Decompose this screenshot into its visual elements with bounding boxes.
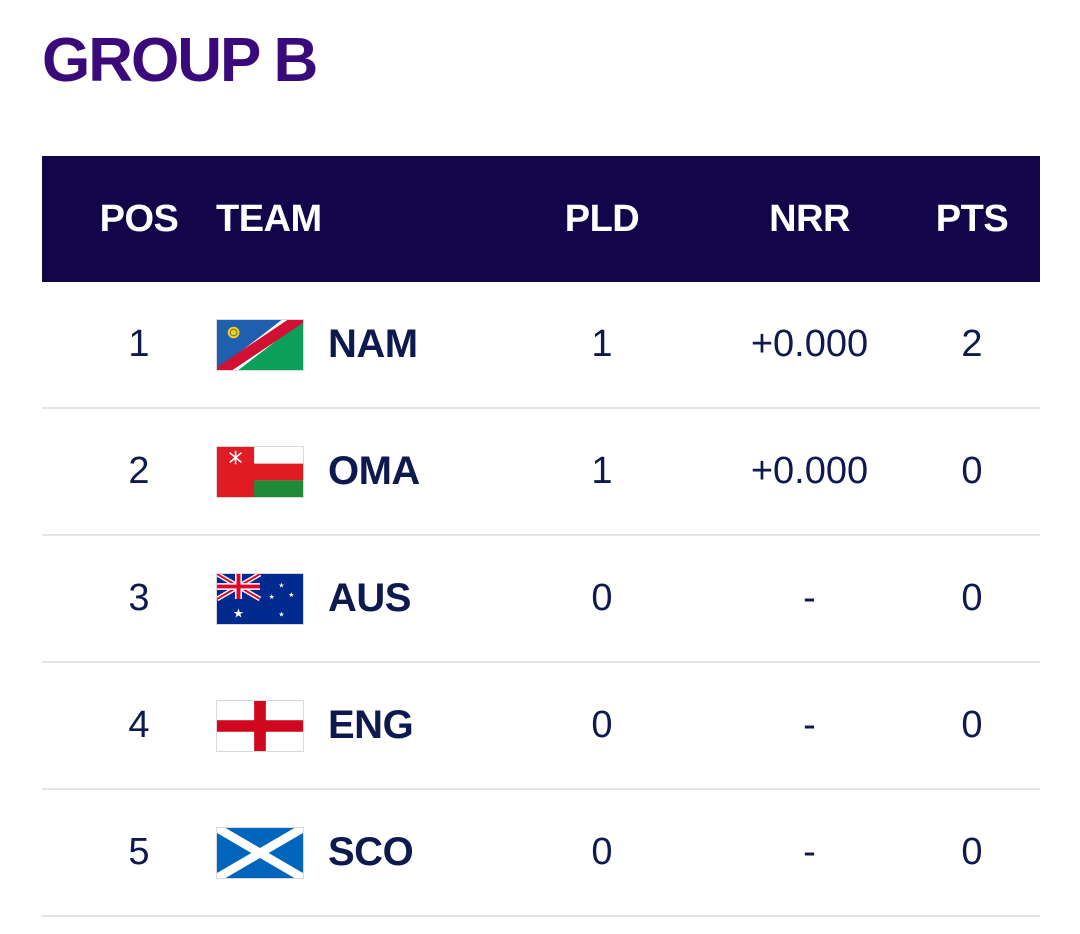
table-row[interactable]: 5 SCO 0 - 0 bbox=[42, 790, 1040, 917]
row-team[interactable]: SCO bbox=[328, 830, 414, 874]
row-nrr: - bbox=[803, 831, 816, 873]
row-nrr: - bbox=[803, 577, 816, 619]
row-pts: 2 bbox=[961, 323, 983, 365]
row-pts: 0 bbox=[961, 577, 983, 619]
header-nrr: NRR bbox=[769, 198, 850, 240]
header-pos: POS bbox=[99, 198, 179, 240]
svg-text:★: ★ bbox=[233, 605, 244, 620]
oman-flag-icon bbox=[216, 446, 304, 498]
row-pld: 1 bbox=[591, 323, 613, 365]
row-pld: 0 bbox=[591, 831, 613, 873]
svg-text:★: ★ bbox=[278, 610, 284, 618]
row-pos: 1 bbox=[128, 323, 150, 365]
header-team: TEAM bbox=[216, 198, 322, 240]
row-pts: 0 bbox=[961, 831, 983, 873]
svg-text:★: ★ bbox=[288, 591, 294, 599]
row-pos: 3 bbox=[128, 577, 150, 619]
row-team[interactable]: NAM bbox=[328, 322, 418, 366]
row-pos: 2 bbox=[128, 450, 150, 492]
row-pts: 0 bbox=[961, 450, 983, 492]
england-flag-icon bbox=[216, 700, 304, 752]
row-pts: 0 bbox=[961, 704, 983, 746]
namibia-flag-icon bbox=[216, 319, 304, 371]
scotland-flag-icon bbox=[216, 827, 304, 879]
svg-text:★: ★ bbox=[278, 582, 284, 590]
header-pts: PTS bbox=[935, 198, 1009, 240]
row-pld: 0 bbox=[591, 704, 613, 746]
row-pld: 1 bbox=[591, 450, 613, 492]
svg-text:★: ★ bbox=[269, 593, 275, 601]
row-team[interactable]: ENG bbox=[328, 703, 414, 747]
table-row[interactable]: 3 ★ ★ ★ ★ ★ AUS 0 - 0 bbox=[42, 536, 1040, 663]
table-header: POS TEAM PLD NRR PTS bbox=[42, 156, 1040, 282]
row-nrr: +0.000 bbox=[750, 450, 869, 492]
row-nrr: - bbox=[803, 704, 816, 746]
standings-table: POS TEAM PLD NRR PTS 1 NAM 1 +0.000 2 2 bbox=[42, 156, 1040, 917]
row-team[interactable]: OMA bbox=[328, 449, 420, 493]
table-row[interactable]: 1 NAM 1 +0.000 2 bbox=[42, 282, 1040, 409]
row-team[interactable]: AUS bbox=[328, 576, 411, 620]
row-pos: 4 bbox=[128, 704, 150, 746]
row-pos: 5 bbox=[128, 831, 150, 873]
australia-flag-icon: ★ ★ ★ ★ ★ bbox=[216, 573, 304, 625]
header-pld: PLD bbox=[564, 198, 640, 240]
row-pld: 0 bbox=[591, 577, 613, 619]
page-title: GROUP B bbox=[42, 26, 318, 95]
table-row[interactable]: 4 ENG 0 - 0 bbox=[42, 663, 1040, 790]
table-row[interactable]: 2 OMA 1 +0.000 0 bbox=[42, 409, 1040, 536]
row-nrr: +0.000 bbox=[750, 323, 869, 365]
